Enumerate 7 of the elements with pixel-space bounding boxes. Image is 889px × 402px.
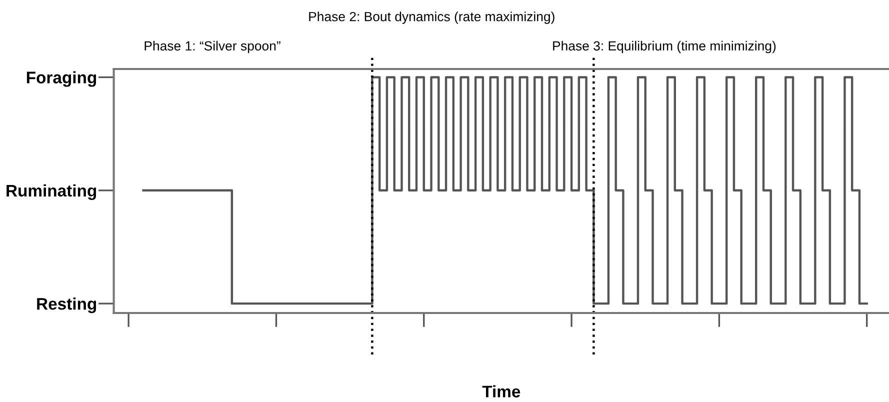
text: Phase 1: “Silver spoon” bbox=[144, 40, 280, 54]
x-axis-title: Time bbox=[482, 385, 520, 398]
text: Phase 3: Equilibrium (time minimizing) bbox=[553, 40, 776, 54]
text: Phase 2: Bout dynamics (rate maximizing) bbox=[309, 12, 554, 24]
text: Ruminating bbox=[6, 184, 96, 200]
text: Resting bbox=[37, 298, 96, 314]
text: Foraging bbox=[26, 71, 96, 87]
